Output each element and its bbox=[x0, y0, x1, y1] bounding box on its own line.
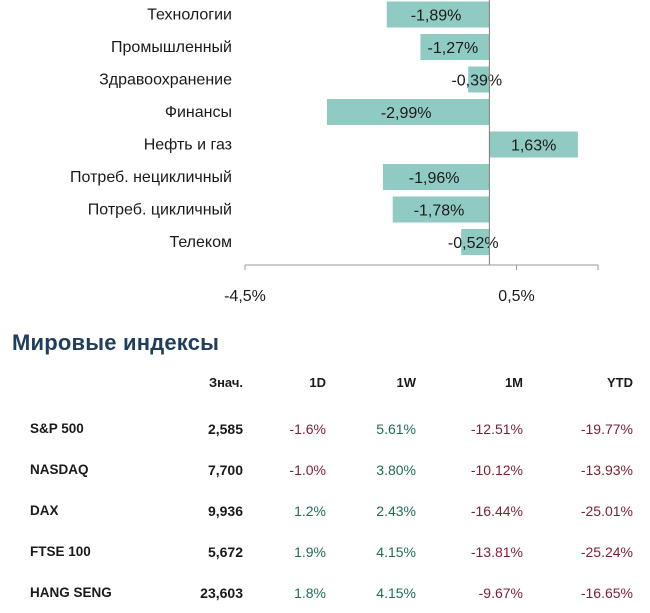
change-ytd: -25.01% bbox=[580, 502, 633, 519]
bar-4 bbox=[468, 66, 490, 93]
data-label: -2,99% bbox=[381, 105, 432, 122]
column-header-ytd: YTD bbox=[607, 374, 633, 390]
category-label: Промышленный bbox=[111, 39, 232, 56]
change-1d: -1.0% bbox=[289, 461, 326, 478]
index-value: 9,936 bbox=[207, 502, 243, 519]
category-label: Потреб. цикличный bbox=[88, 202, 232, 219]
table-row: NASDAQ 7,700 -1.0% 3.80% -10.12% -13.93% bbox=[0, 449, 650, 490]
index-name: HANG SENG bbox=[30, 585, 112, 600]
bar-2 bbox=[386, 1, 490, 28]
table-header-row: Знач. 1D 1W 1M YTD bbox=[0, 366, 650, 398]
column-header-1w: 1W bbox=[396, 374, 417, 390]
index-value: 5,672 bbox=[207, 543, 243, 560]
bar-6 bbox=[489, 131, 578, 158]
data-label: -0,52% bbox=[448, 235, 499, 252]
change-ytd: -16.65% bbox=[580, 584, 633, 601]
column-header-1m: 1M bbox=[504, 374, 523, 390]
world-indices-table: Знач. 1D 1W 1M YTD S&P 500 2,585 -1.6% 5… bbox=[0, 366, 650, 613]
column-header-1d: 1D bbox=[309, 374, 326, 390]
table-row: HANG SENG 23,603 1.8% 4.15% -9.67% -16.6… bbox=[0, 572, 650, 613]
data-label: 1,63% bbox=[511, 138, 556, 155]
index-name: S&P 500 bbox=[30, 421, 84, 436]
x-tick-label: -4,5% bbox=[224, 288, 266, 305]
change-1d: 1.8% bbox=[294, 584, 326, 601]
index-name: FTSE 100 bbox=[30, 544, 91, 559]
category-label: Финансы bbox=[165, 104, 232, 121]
bar-9 bbox=[461, 229, 490, 255]
change-1m: -16.44% bbox=[470, 502, 523, 519]
table-row: S&P 500 2,585 -1.6% 5.61% -12.51% -19.77… bbox=[0, 408, 650, 449]
change-ytd: -19.77% bbox=[580, 420, 633, 437]
index-name: NASDAQ bbox=[30, 462, 89, 477]
change-1d: 1.2% bbox=[294, 502, 326, 519]
data-label: -1,96% bbox=[409, 170, 460, 187]
change-1d: -1.6% bbox=[289, 420, 326, 437]
index-value: 2,585 bbox=[207, 420, 243, 437]
change-1w: 5.61% bbox=[376, 420, 416, 437]
bar-5 bbox=[327, 99, 490, 125]
change-1m: -13.81% bbox=[470, 543, 523, 560]
data-label: -1,27% bbox=[428, 40, 479, 57]
category-label: Нефть и газ bbox=[144, 137, 232, 154]
x-tick-label: 0,5% bbox=[498, 288, 534, 305]
change-1m: -10.12% bbox=[470, 461, 523, 478]
world-indices-title: Мировые индексы bbox=[12, 330, 220, 355]
column-header-value: Знач. bbox=[208, 374, 243, 390]
index-value: 23,603 bbox=[200, 584, 243, 601]
index-value: 7,700 bbox=[207, 461, 243, 478]
change-1w: 4.15% bbox=[376, 543, 416, 560]
index-name: DAX bbox=[30, 503, 59, 518]
bar-7 bbox=[382, 164, 490, 190]
category-label: Телеком bbox=[169, 234, 232, 251]
change-1d: 1.9% bbox=[294, 543, 326, 560]
sector-bar-chart: Сырьё-1,43%Технологии-1,89%Промышленный-… bbox=[70, 0, 599, 305]
category-label: Технологии bbox=[147, 7, 232, 24]
change-1w: 4.15% bbox=[376, 584, 416, 601]
data-label: -0,39% bbox=[451, 73, 502, 90]
change-ytd: -13.93% bbox=[580, 461, 633, 478]
data-label: -1,78% bbox=[414, 203, 465, 220]
change-1m: -9.67% bbox=[478, 584, 523, 601]
bar-8 bbox=[392, 196, 490, 223]
category-label: Потреб. нецикличный bbox=[70, 169, 232, 186]
table-row: DAX 9,936 1.2% 2.43% -16.44% -25.01% bbox=[0, 490, 650, 531]
category-label: Здравоохранение bbox=[99, 72, 232, 89]
bar-3 bbox=[420, 34, 490, 60]
change-1m: -12.51% bbox=[470, 420, 523, 437]
change-ytd: -25.24% bbox=[580, 543, 633, 560]
change-1w: 3.80% bbox=[376, 461, 416, 478]
table-row: FTSE 100 5,672 1.9% 4.15% -13.81% -25.24… bbox=[0, 531, 650, 572]
data-label: -1,89% bbox=[411, 8, 462, 25]
change-1w: 2.43% bbox=[376, 502, 416, 519]
